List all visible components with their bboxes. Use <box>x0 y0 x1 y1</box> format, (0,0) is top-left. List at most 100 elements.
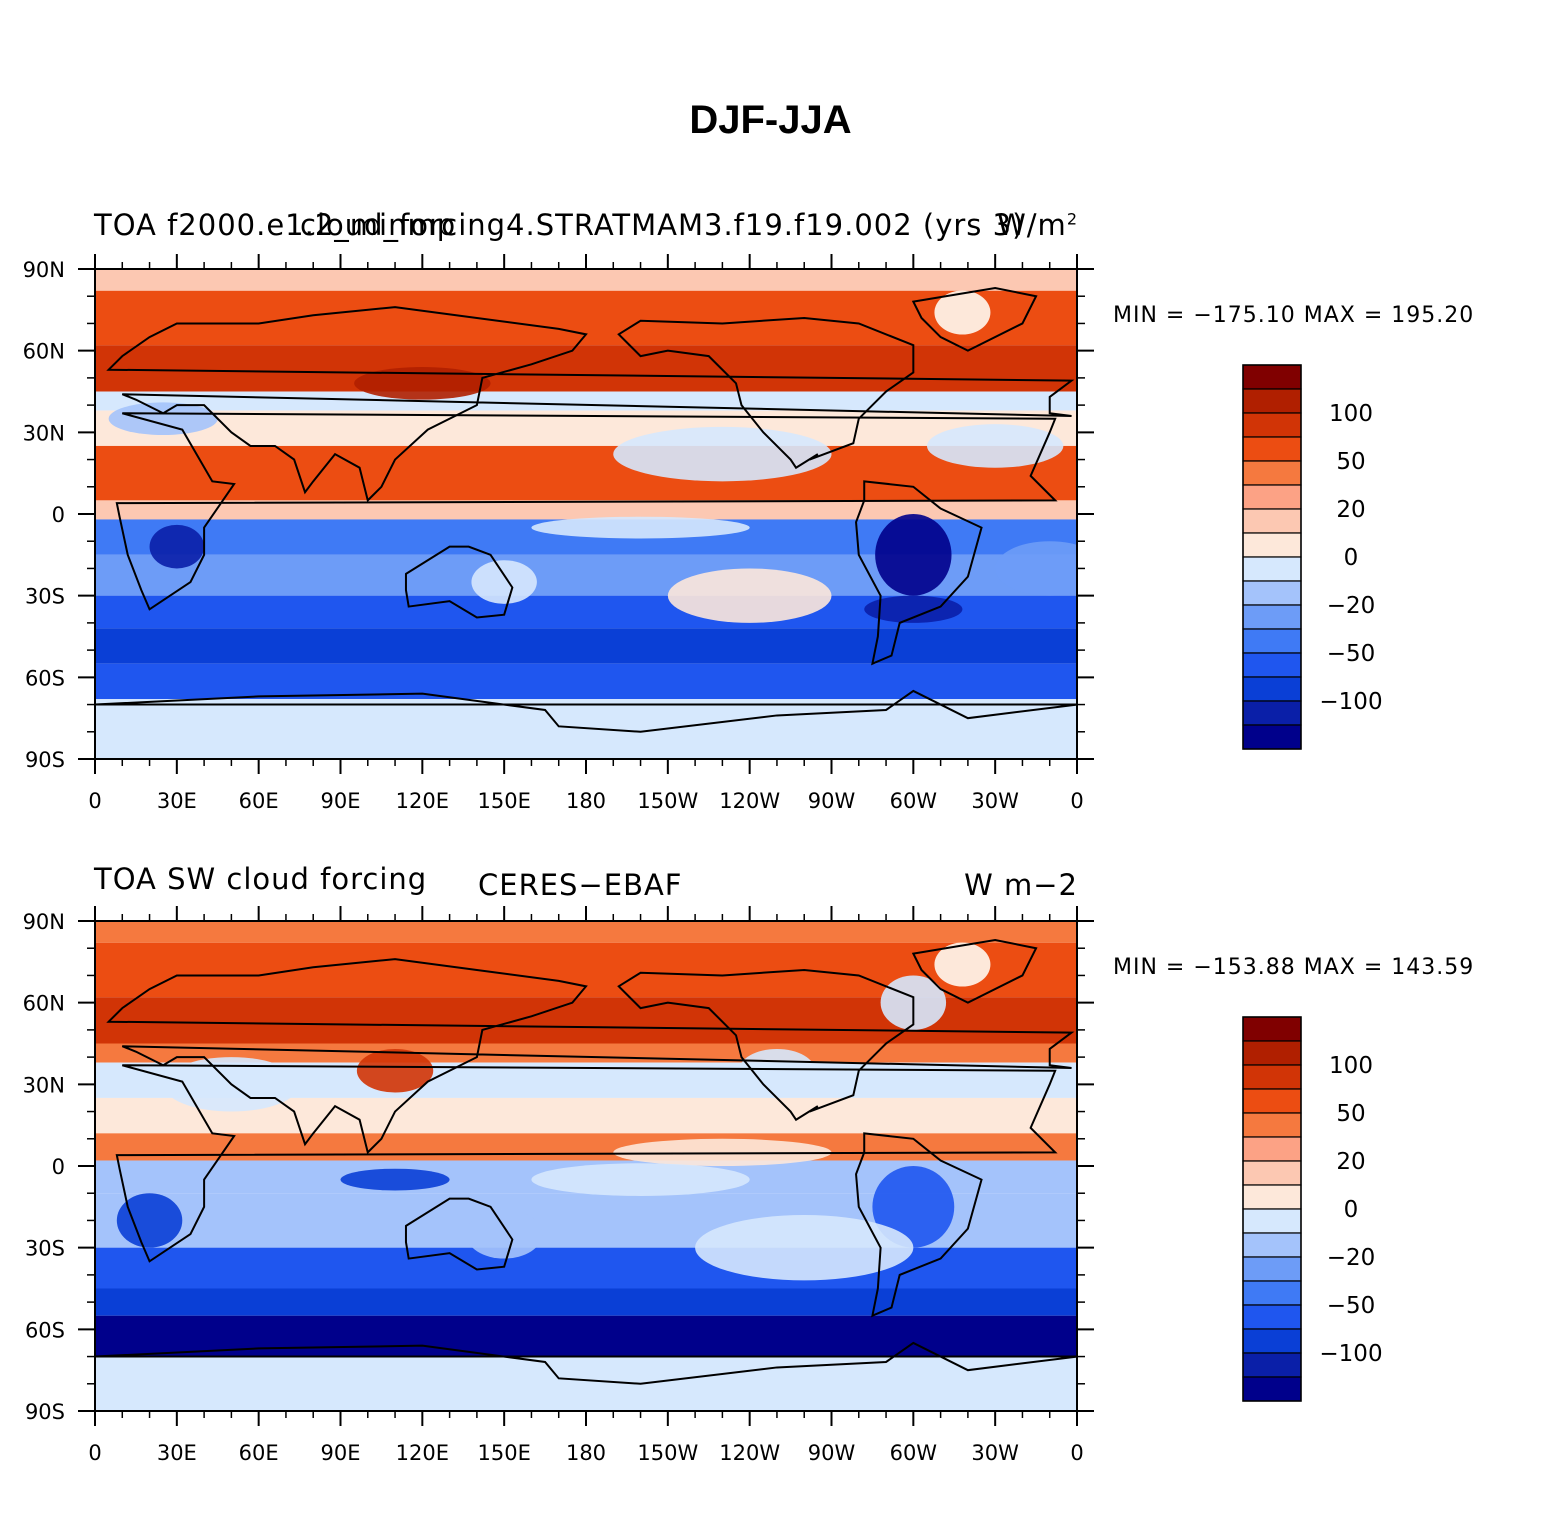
colorbar-box <box>1242 1352 1302 1378</box>
colorbar-box <box>1242 1184 1302 1210</box>
panel-left-title: TOA SW cloud forcing <box>94 862 428 896</box>
colorbar-box <box>1242 1040 1302 1066</box>
colorbar-label: −100 <box>1319 689 1382 715</box>
panel-units: W m−2 <box>964 868 1078 902</box>
lon-label: 30E <box>157 789 197 813</box>
coastline <box>911 287 1038 352</box>
colorbar-box <box>1242 1136 1302 1162</box>
lon-label: 60E <box>239 789 279 813</box>
map-plot-model: 90N 60N 30N 0 30S 60S 90S 0 30E 60E 90E 120E 150E 180… <box>23 254 1094 813</box>
coastline <box>617 968 915 1122</box>
colorbar-box <box>1242 556 1302 582</box>
colorbar-label: 0 <box>1344 545 1359 571</box>
panel-center-title: cloud_forcing4.STRATMAM3.f19.f19.002 (yr… <box>300 208 1025 242</box>
lat-label: 60S <box>25 1318 65 1342</box>
field-band <box>95 628 1077 664</box>
colorbar-box <box>1242 1208 1302 1234</box>
colorbar-observation: −100 −50 −20 0 20 50 100 <box>1242 1016 1383 1402</box>
field-band <box>95 1356 1077 1411</box>
lon-label: 120E <box>396 1441 449 1465</box>
colorbar-box <box>1242 364 1302 390</box>
coastline <box>115 412 1058 611</box>
colorbar-box <box>1242 1304 1302 1330</box>
lon-label: 90E <box>321 1441 361 1465</box>
panel-left-title: TOA f2000.e1.2_minmp <box>94 208 457 242</box>
field-feature <box>864 595 963 623</box>
lat-label: 90S <box>25 748 65 772</box>
field-feature <box>995 541 1077 596</box>
field-feature <box>613 426 832 482</box>
colorbar-frame <box>1242 364 1302 750</box>
field-feature <box>340 1168 450 1191</box>
field-feature <box>531 1163 750 1196</box>
lon-label: 60E <box>239 1441 279 1465</box>
colorbar-box <box>1242 724 1302 750</box>
colorbar-label: −20 <box>1327 593 1376 619</box>
colorbar-label: 20 <box>1336 1149 1365 1175</box>
coastline <box>911 939 1038 1004</box>
colorbar-box <box>1242 700 1302 726</box>
coastline <box>95 689 1077 733</box>
colorbar-box <box>1242 436 1302 462</box>
lon-label: 120E <box>396 789 449 813</box>
map-field <box>95 921 1077 1411</box>
colorbar-box <box>1242 1328 1302 1354</box>
field-feature <box>875 514 952 596</box>
colorbar-label: 100 <box>1329 401 1373 427</box>
lon-label: 150E <box>477 789 530 813</box>
lon-label: 120W <box>719 789 780 813</box>
field-feature <box>926 424 1064 468</box>
field-feature <box>465 1209 543 1259</box>
field-feature <box>116 1193 183 1248</box>
colorbar-box <box>1242 532 1302 558</box>
lat-label: 0 <box>52 503 65 527</box>
colorbar-label: 50 <box>1336 449 1365 475</box>
colorbar-box <box>1242 1088 1302 1114</box>
lon-label: 120W <box>719 1441 780 1465</box>
lon-label: 180 <box>566 1441 606 1465</box>
field-feature <box>695 1215 914 1281</box>
lon-label: 60W <box>890 789 938 813</box>
colorbar-label: 100 <box>1329 1053 1373 1079</box>
field-feature <box>531 516 750 539</box>
field-feature <box>667 568 832 623</box>
colorbar-box <box>1242 460 1302 486</box>
colorbar-label: −100 <box>1319 1341 1382 1367</box>
map-plot-observation: 90N 60N 30N 0 30S 60S 90S 0 30E 60E 90E 120E 150E 180… <box>23 906 1094 1465</box>
lat-label: 90N <box>23 258 65 282</box>
colorbar-label: −50 <box>1327 1293 1376 1319</box>
figure-title: DJF-JJA <box>689 98 852 142</box>
colorbar-label: −50 <box>1327 641 1376 667</box>
coastline <box>404 1197 514 1271</box>
min-max-stats: MIN = −175.10 MAX = 195.20 <box>1113 303 1475 328</box>
colorbar-box <box>1242 388 1302 414</box>
field-feature <box>356 1048 434 1093</box>
lon-label: 90W <box>808 789 856 813</box>
colorbar-label: −20 <box>1327 1245 1376 1271</box>
colorbar-box <box>1242 628 1302 654</box>
field-band <box>95 500 1077 520</box>
field-band <box>95 1288 1077 1316</box>
field-band <box>95 391 1077 411</box>
lon-label: 0 <box>88 789 101 813</box>
coastline <box>855 1132 983 1318</box>
coastline <box>95 1341 1077 1385</box>
colorbar-box <box>1242 1112 1302 1138</box>
field-band <box>95 1247 1077 1289</box>
lat-label: 90N <box>23 910 65 934</box>
panel-center-title: CERES−EBAF <box>478 868 683 902</box>
colorbar-box <box>1242 508 1302 534</box>
colorbar-box <box>1242 604 1302 630</box>
lon-label: 30W <box>971 789 1019 813</box>
panel-units: W/m2 <box>997 208 1078 242</box>
lat-label: 30S <box>25 1237 65 1261</box>
field-band <box>95 290 1077 346</box>
lon-label: 150W <box>637 1441 698 1465</box>
lat-label: 60N <box>23 340 65 364</box>
field-feature <box>108 402 218 436</box>
field-band <box>95 663 1077 700</box>
lat-label: 30S <box>25 585 65 609</box>
field-band <box>95 1043 1077 1063</box>
min-max-stats: MIN = −153.88 MAX = 143.59 <box>1113 955 1475 980</box>
colorbar-box <box>1242 652 1302 678</box>
